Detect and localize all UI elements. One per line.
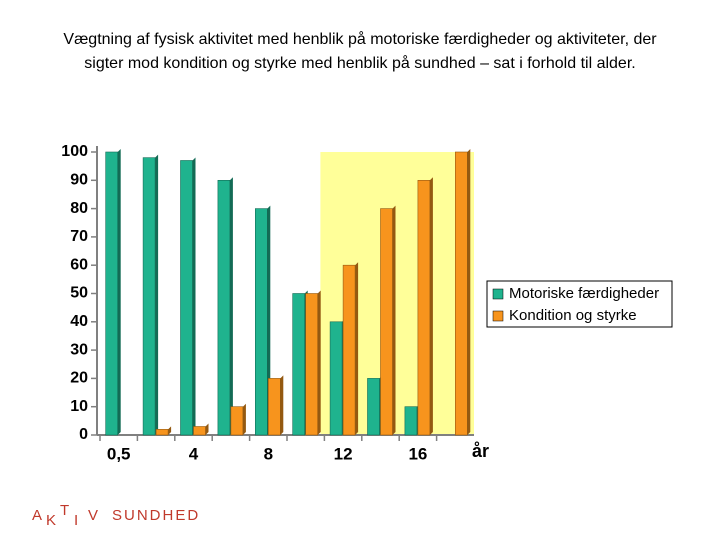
legend-swatch: [492, 288, 504, 300]
bar: [105, 151, 118, 436]
y-tick-label: 80: [70, 200, 88, 217]
logo-letter: T: [60, 502, 70, 519]
chart-title: Vægtning af fysisk aktivitet med henblik…: [63, 31, 657, 72]
legend-box: [486, 280, 673, 328]
bar: [292, 293, 306, 436]
legend-label: Motoriske færdigheder: [509, 285, 659, 302]
bar: [454, 151, 468, 436]
bar: [255, 208, 268, 436]
logo-letter: I: [74, 512, 79, 529]
logo-letter: K: [46, 512, 57, 529]
legend-label: Kondition og styrke: [509, 307, 637, 324]
bar-side: [192, 157, 196, 436]
bar: [417, 180, 431, 436]
bar: [230, 406, 244, 436]
legend-swatch: [492, 310, 504, 322]
bar-side: [205, 423, 209, 435]
bar-side: [317, 290, 321, 435]
y-tick-label: 0: [79, 426, 88, 443]
bar: [404, 406, 418, 436]
y-tick-label: 20: [70, 370, 88, 387]
bar-side: [392, 205, 396, 435]
x-tick-label: 12: [334, 444, 353, 463]
y-tick-label: 100: [61, 143, 88, 160]
y-tick-label: 70: [70, 228, 88, 245]
x-axis-label: år: [472, 441, 489, 461]
bar-side: [117, 149, 121, 435]
bar: [142, 157, 156, 436]
bar: [367, 378, 380, 436]
bar: [155, 429, 169, 436]
bar-side: [467, 149, 471, 435]
x-tick-label: 8: [264, 444, 273, 463]
bar: [342, 264, 356, 436]
bar-side: [229, 177, 233, 436]
bar: [380, 208, 393, 436]
bar: [193, 426, 206, 436]
bar: [217, 180, 231, 436]
x-tick-label: 4: [189, 444, 199, 463]
bar: [305, 293, 319, 436]
logo-letter: V: [88, 507, 99, 524]
x-tick-label: 0,5: [107, 444, 131, 463]
y-tick-label: 10: [70, 398, 88, 415]
bar-side: [280, 375, 284, 435]
bar-side: [267, 205, 271, 435]
y-tick-label: 30: [70, 341, 88, 358]
y-tick-label: 40: [70, 313, 88, 330]
bar-side: [155, 154, 159, 435]
bar-side: [429, 177, 433, 436]
bar: [267, 378, 281, 436]
logo-letter: A: [32, 507, 43, 524]
y-tick-label: 60: [70, 256, 88, 273]
bar-side: [242, 403, 246, 435]
y-tick-label: 90: [70, 172, 88, 189]
bar-side: [355, 262, 359, 435]
bar: [180, 160, 193, 436]
bar-side: [168, 426, 172, 435]
bar: [329, 321, 343, 436]
logo-word: SUNDHED: [112, 507, 200, 524]
y-tick-label: 50: [70, 285, 88, 302]
x-tick-label: 16: [408, 444, 427, 463]
